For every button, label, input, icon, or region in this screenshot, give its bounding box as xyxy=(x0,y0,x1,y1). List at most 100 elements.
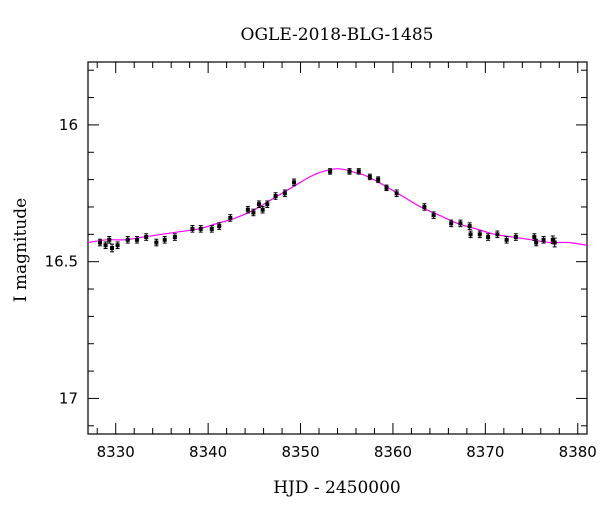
y-tick-label: 16.5 xyxy=(45,253,78,271)
data-point xyxy=(125,236,130,244)
point-marker xyxy=(245,207,250,212)
point-marker xyxy=(292,180,297,185)
data-point xyxy=(260,205,265,214)
y-tick-label: 16 xyxy=(59,116,78,134)
data-point xyxy=(422,203,427,211)
point-marker xyxy=(98,240,103,245)
data-point xyxy=(265,200,270,209)
data-point xyxy=(356,168,361,175)
data-point xyxy=(245,205,250,214)
point-marker xyxy=(532,235,537,240)
data-point xyxy=(154,238,159,247)
data-point xyxy=(228,214,233,222)
model-curve-layer xyxy=(87,168,588,246)
point-marker xyxy=(115,243,120,248)
data-point xyxy=(273,192,278,200)
plot-area xyxy=(87,61,588,435)
data-point xyxy=(376,176,381,183)
data-point xyxy=(103,241,108,250)
point-marker xyxy=(134,237,139,242)
data-point xyxy=(495,230,500,239)
point-marker xyxy=(273,194,278,199)
data-point xyxy=(107,236,112,244)
data-point xyxy=(394,189,399,198)
data-point xyxy=(98,238,103,247)
data-point xyxy=(552,237,557,248)
data-point xyxy=(282,189,287,198)
model-curve xyxy=(87,168,588,246)
data-point xyxy=(256,200,261,209)
chart-title: OGLE-2018-BLG-1485 xyxy=(241,25,434,45)
point-marker xyxy=(347,169,352,174)
x-tick-label: 8370 xyxy=(466,443,504,461)
point-marker xyxy=(431,213,436,218)
data-point xyxy=(172,233,177,241)
point-marker xyxy=(265,202,270,207)
data-point xyxy=(532,233,537,241)
point-marker xyxy=(282,191,287,196)
point-marker xyxy=(504,237,509,242)
point-marker xyxy=(468,232,473,237)
point-marker xyxy=(422,204,427,209)
point-marker xyxy=(190,226,195,231)
data-point xyxy=(468,230,473,239)
point-marker xyxy=(328,169,333,174)
point-marker xyxy=(513,235,518,240)
x-tick-label: 8340 xyxy=(189,443,227,461)
point-marker xyxy=(162,237,167,242)
data-point xyxy=(251,208,256,217)
point-marker xyxy=(534,240,539,245)
axis-ticks: 8330 8340 8350 8360 8370 8380 16 16.5 17 xyxy=(45,62,597,461)
point-marker xyxy=(110,246,115,250)
point-marker xyxy=(256,202,261,207)
point-marker xyxy=(384,185,389,190)
data-point xyxy=(541,236,546,244)
point-marker xyxy=(449,221,454,226)
point-marker xyxy=(144,235,149,240)
data-point xyxy=(477,230,482,239)
data-point xyxy=(209,225,214,233)
data-point xyxy=(367,173,372,181)
data-point xyxy=(190,225,195,233)
point-marker xyxy=(228,215,233,220)
point-marker xyxy=(209,226,214,231)
data-point xyxy=(115,241,120,250)
data-point xyxy=(534,238,539,247)
point-marker xyxy=(477,232,482,237)
data-point xyxy=(486,233,491,241)
y-axis-label: I magnitude xyxy=(11,198,31,302)
point-marker xyxy=(356,169,361,174)
x-axis-label: HJD - 2450000 xyxy=(273,478,401,498)
data-point xyxy=(198,225,203,233)
point-marker xyxy=(172,235,177,240)
y-tick-label: 17 xyxy=(59,389,78,407)
point-marker xyxy=(376,177,381,182)
data-point xyxy=(449,219,454,228)
point-marker xyxy=(486,235,491,240)
point-marker xyxy=(125,237,130,242)
x-tick-label: 8360 xyxy=(374,443,412,461)
point-marker xyxy=(394,191,399,196)
point-marker xyxy=(541,237,546,242)
data-point xyxy=(144,233,149,241)
x-tick-label: 8350 xyxy=(281,443,319,461)
point-marker xyxy=(217,224,222,229)
point-marker xyxy=(367,174,372,179)
data-point xyxy=(328,168,333,175)
data-point xyxy=(162,236,167,244)
point-marker xyxy=(107,237,112,242)
data-point xyxy=(110,243,115,253)
point-marker xyxy=(103,243,108,248)
x-tick-label: 8380 xyxy=(559,443,597,461)
plot-frame xyxy=(87,61,588,435)
point-marker xyxy=(495,232,500,237)
data-point xyxy=(347,168,352,175)
point-marker xyxy=(251,210,256,215)
data-point xyxy=(458,219,463,228)
point-marker xyxy=(550,237,555,242)
point-marker xyxy=(154,240,159,245)
point-marker xyxy=(260,207,265,212)
data-point xyxy=(384,184,389,192)
data-point xyxy=(504,236,509,244)
